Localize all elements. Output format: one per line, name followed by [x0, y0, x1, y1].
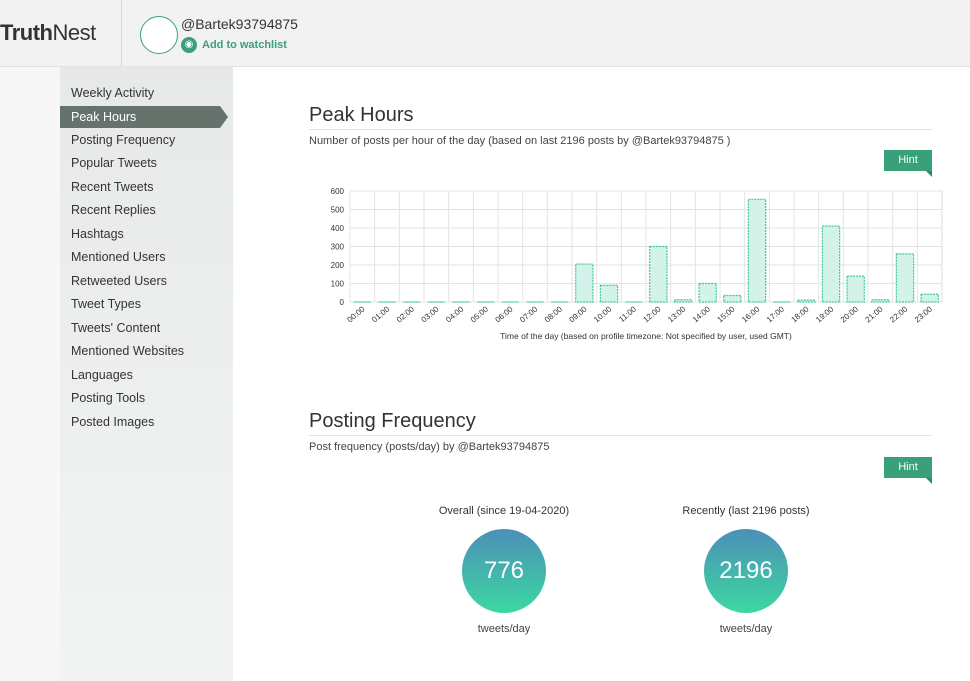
posting-frequency-title: Posting Frequency [309, 410, 476, 432]
chart-x-tick-label: 22:00 [888, 304, 910, 324]
chart-grid [349, 190, 943, 303]
chart-x-tick-label: 13:00 [666, 304, 688, 324]
sidebar-item-retweeted-users[interactable]: Retweeted Users [71, 274, 167, 288]
chart-x-tick-label: 08:00 [543, 304, 565, 324]
chart-bars [353, 198, 939, 303]
chart-bar-2100 [871, 299, 890, 303]
chart-bar-2000 [846, 275, 865, 303]
chart-x-tick-label: 18:00 [789, 304, 811, 324]
username: @Bartek93794875 [181, 16, 298, 32]
chart-bar-1200 [649, 245, 668, 303]
peak-hours-chart: 0 100 200 300 400 500 600 00:00 01:00 02:00 03:00… [331, 187, 943, 341]
recent-stat: Recently (last 2196 posts) 2196 tweets/d… [661, 505, 831, 635]
chart-bar-1900 [821, 225, 841, 303]
sidebar-gutter [0, 67, 60, 681]
chart-x-tick-label: 06:00 [493, 304, 515, 324]
posting-frequency-subtitle: Post frequency (posts/day) by @Bartek937… [309, 441, 550, 453]
chart-bar-1300 [673, 299, 693, 303]
chart-bar-1800 [797, 299, 816, 303]
logo-rest: Nest [52, 20, 97, 45]
chart-y-tick-label: 500 [331, 206, 345, 215]
chart-x-ticks: 00:00 01:00 02:00 03:00 04:00 05:00 06:00 07:00… [345, 304, 934, 324]
chart-x-tick-label: 19:00 [814, 304, 836, 324]
header-divider [121, 0, 122, 67]
recent-unit: tweets/day [719, 623, 773, 635]
chart-x-tick-label: 05:00 [469, 304, 491, 324]
sidebar-item-recent-tweets[interactable]: Recent Tweets [71, 180, 154, 194]
sidebar-item-mentioned-websites[interactable]: Mentioned Websites [71, 344, 185, 358]
chart-x-tick-label: 11:00 [617, 304, 638, 324]
chart-x-tick-label: 20:00 [839, 304, 861, 324]
chart-x-tick-label: 23:00 [913, 304, 935, 324]
chart-x-axis-label: Time of the day (based on profile timezo… [500, 331, 792, 341]
sidebar-item-mentioned-users[interactable]: Mentioned Users [71, 250, 166, 264]
recent-value-circle: 2196 [704, 529, 788, 613]
chart-x-tick-label: 03:00 [419, 304, 441, 324]
chart-x-tick-label: 14:00 [691, 304, 713, 324]
peak-hours-title: Peak Hours [309, 104, 414, 126]
chart-y-tick-label: 300 [331, 243, 345, 252]
chart-bar-2200 [895, 253, 915, 303]
watchlist-label: Add to watchlist [202, 39, 287, 51]
overall-label: Overall (since 19-04-2020) [438, 505, 570, 517]
chart-bar-1600 [747, 198, 767, 303]
chart-bar-1000 [599, 284, 619, 303]
avatar [140, 16, 178, 54]
chart-x-tick-label: 04:00 [444, 304, 466, 324]
sidebar-item-posting-tools[interactable]: Posting Tools [71, 391, 146, 405]
logo-bold: Truth [0, 20, 53, 45]
chart-x-tick-label: 12:00 [641, 304, 663, 324]
sidebar-item-weekly-activity[interactable]: Weekly Activity [71, 86, 155, 100]
posting-frequency-hint-button[interactable]: Hint [884, 457, 932, 484]
sidebar-item-posted-images[interactable]: Posted Images [71, 415, 155, 429]
chart-x-tick-label: 15:00 [715, 304, 737, 324]
add-to-watchlist-button[interactable]: ◉ Add to watchlist [181, 37, 287, 53]
chart-y-tick-label: 200 [331, 261, 345, 270]
chart-y-tick-label: 100 [331, 280, 345, 289]
peak-hours-hint-button[interactable]: Hint [884, 150, 932, 177]
chart-x-tick-label: 16:00 [740, 304, 762, 324]
sidebar: Weekly Activity Peak Hours Posting Frequ… [60, 67, 233, 681]
recent-label: Recently (last 2196 posts) [682, 505, 810, 517]
chart-y-tick-label: 0 [340, 298, 345, 307]
chart-bar-1400 [698, 282, 717, 303]
overall-unit: tweets/day [477, 623, 531, 635]
logo[interactable]: TruthNest [0, 20, 96, 46]
chart-bar-1500 [723, 294, 742, 303]
chart-x-tick-label: 02:00 [395, 304, 417, 324]
chart-y-tick-label: 400 [331, 224, 345, 233]
chart-y-tick-label: 600 [331, 187, 345, 196]
posting-frequency-divider [309, 435, 932, 436]
sidebar-item-posting-frequency[interactable]: Posting Frequency [71, 133, 176, 147]
sidebar-item-hashtags[interactable]: Hashtags [71, 227, 124, 241]
sidebar-item-popular-tweets[interactable]: Popular Tweets [71, 156, 157, 170]
peak-hours-subtitle: Number of posts per hour of the day (bas… [309, 135, 731, 147]
chart-y-ticks: 0 100 200 300 400 500 600 [331, 187, 345, 307]
chart-bar-2300 [920, 293, 939, 303]
chart-x-tick-label: 17:00 [765, 304, 787, 324]
chart-x-tick-label: 07:00 [518, 304, 540, 324]
overall-value-circle: 776 [462, 529, 546, 613]
peak-hours-divider [309, 129, 932, 130]
chart-x-tick-label: 10:00 [592, 304, 614, 324]
chart-bar-0900 [575, 263, 594, 303]
chart-x-tick-label: 01:00 [370, 304, 392, 324]
overall-stat: Overall (since 19-04-2020) 776 tweets/da… [419, 505, 589, 635]
sidebar-item-recent-replies[interactable]: Recent Replies [71, 203, 156, 217]
chart-x-tick-label: 00:00 [345, 304, 367, 324]
chart-x-tick-label: 09:00 [567, 304, 589, 324]
eye-icon: ◉ [181, 37, 197, 53]
top-bar: TruthNest @Bartek93794875 ◉ Add to watch… [0, 0, 970, 67]
sidebar-item-peak-hours[interactable]: Peak Hours [60, 106, 228, 128]
chart-x-tick-label: 21:00 [863, 304, 885, 324]
sidebar-item-tweet-types[interactable]: Tweet Types [71, 297, 141, 311]
sidebar-item-languages[interactable]: Languages [71, 368, 133, 382]
sidebar-item-tweets-content[interactable]: Tweets' Content [71, 321, 161, 335]
